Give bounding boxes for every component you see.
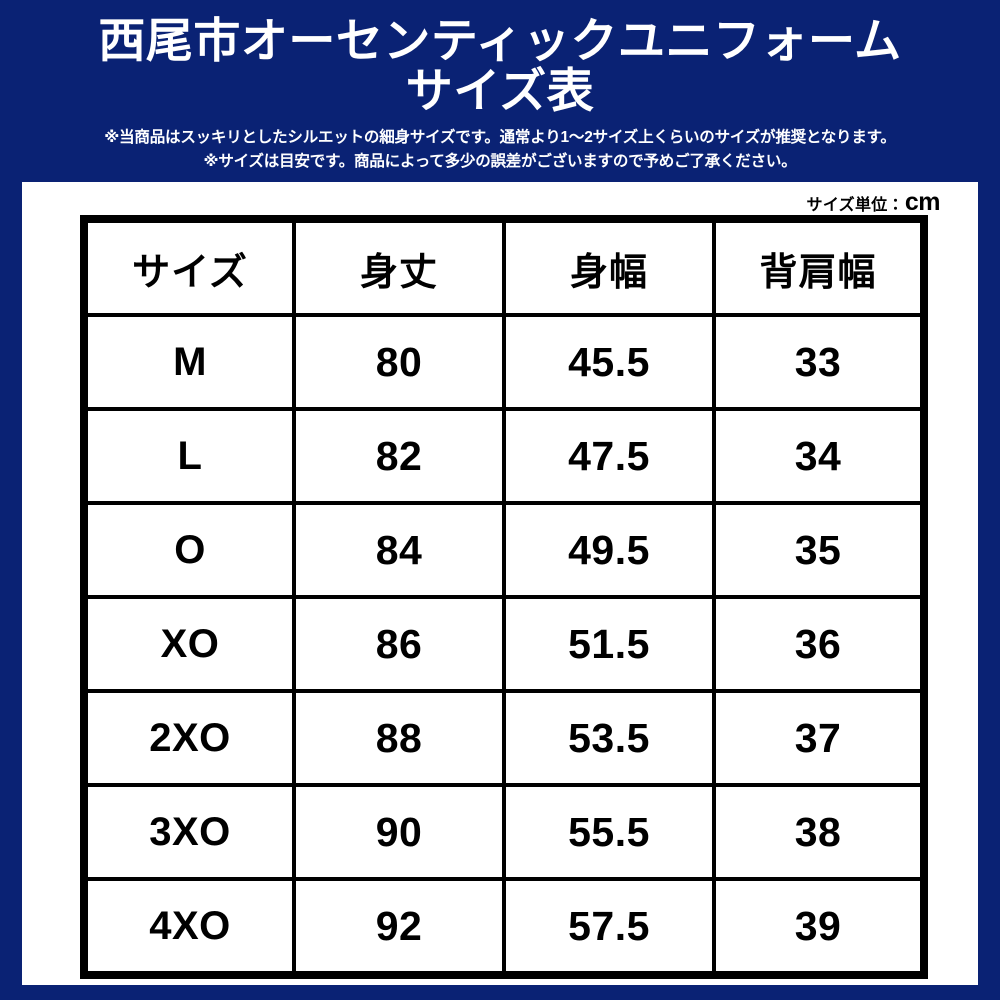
cell-width: 49.5 <box>502 501 716 599</box>
table-row: XO 86 51.5 36 <box>82 595 926 693</box>
cell-width: 57.5 <box>502 877 716 977</box>
cell-size: XO <box>82 595 296 693</box>
cell-size: O <box>82 501 296 599</box>
cell-size: L <box>82 407 296 505</box>
note-line-1: ※当商品はスッキリとしたシルエットの細身サイズです。通常より1～2サイズ上くらい… <box>104 128 896 146</box>
table-row: O 84 49.5 35 <box>82 501 926 599</box>
unit-label: サイズ単位： cm <box>806 188 941 217</box>
unit-label-value: cm <box>904 188 941 216</box>
cell-size: 4XO <box>82 877 296 977</box>
cell-width: 55.5 <box>502 783 716 881</box>
size-table-head: サイズ 身丈 身幅 背肩幅 <box>82 217 926 317</box>
cell-length: 86 <box>292 595 506 693</box>
note-line-2: ※サイズは目安です。商品によって多少の誤差がございますので予めご了承ください。 <box>203 152 797 170</box>
cell-shoulder: 39 <box>712 877 926 977</box>
size-table: サイズ 身丈 身幅 背肩幅 M 80 45.5 33 L 82 47.5 34 <box>80 215 928 979</box>
cell-length: 80 <box>292 313 506 411</box>
cell-shoulder: 34 <box>712 407 926 505</box>
table-panel: サイズ単位： cm サイズ 身丈 身幅 背肩幅 M <box>22 182 978 985</box>
cell-length: 82 <box>292 407 506 505</box>
table-header-row: サイズ 身丈 身幅 背肩幅 <box>82 217 926 317</box>
cell-shoulder: 33 <box>712 313 926 411</box>
title-line-2: サイズ表 <box>405 63 595 117</box>
cell-length: 88 <box>292 689 506 787</box>
cell-size: M <box>82 313 296 411</box>
column-header-shoulder: 背肩幅 <box>712 217 926 317</box>
poster-header: 西尾市オーセンティックユニフォーム サイズ表 ※当商品はスッキリとしたシルエット… <box>0 0 1000 182</box>
cell-length: 84 <box>292 501 506 599</box>
table-row: 4XO 92 57.5 39 <box>82 877 926 977</box>
column-header-width: 身幅 <box>502 217 716 317</box>
cell-length: 92 <box>292 877 506 977</box>
cell-size: 2XO <box>82 689 296 787</box>
table-row: M 80 45.5 33 <box>82 313 926 411</box>
table-row: L 82 47.5 34 <box>82 407 926 505</box>
cell-shoulder: 37 <box>712 689 926 787</box>
column-header-length: 身丈 <box>292 217 506 317</box>
cell-shoulder: 36 <box>712 595 926 693</box>
cell-width: 53.5 <box>502 689 716 787</box>
cell-width: 47.5 <box>502 407 716 505</box>
note-list: ※当商品はスッキリとしたシルエットの細身サイズです。通常より1～2サイズ上くらい… <box>0 126 1000 174</box>
cell-size: 3XO <box>82 783 296 881</box>
column-header-size: サイズ <box>82 217 296 317</box>
size-table-body: M 80 45.5 33 L 82 47.5 34 O 84 49.5 35 <box>82 313 926 977</box>
cell-width: 51.5 <box>502 595 716 693</box>
cell-shoulder: 38 <box>712 783 926 881</box>
cell-shoulder: 35 <box>712 501 926 599</box>
table-row: 3XO 90 55.5 38 <box>82 783 926 881</box>
table-row: 2XO 88 53.5 37 <box>82 689 926 787</box>
cell-length: 90 <box>292 783 506 881</box>
cell-width: 45.5 <box>502 313 716 411</box>
title-line-1: 西尾市オーセンティックユニフォーム <box>98 14 902 67</box>
page-title: 西尾市オーセンティックユニフォーム サイズ表 <box>0 0 1000 116</box>
unit-label-text: サイズ単位： <box>806 197 904 214</box>
